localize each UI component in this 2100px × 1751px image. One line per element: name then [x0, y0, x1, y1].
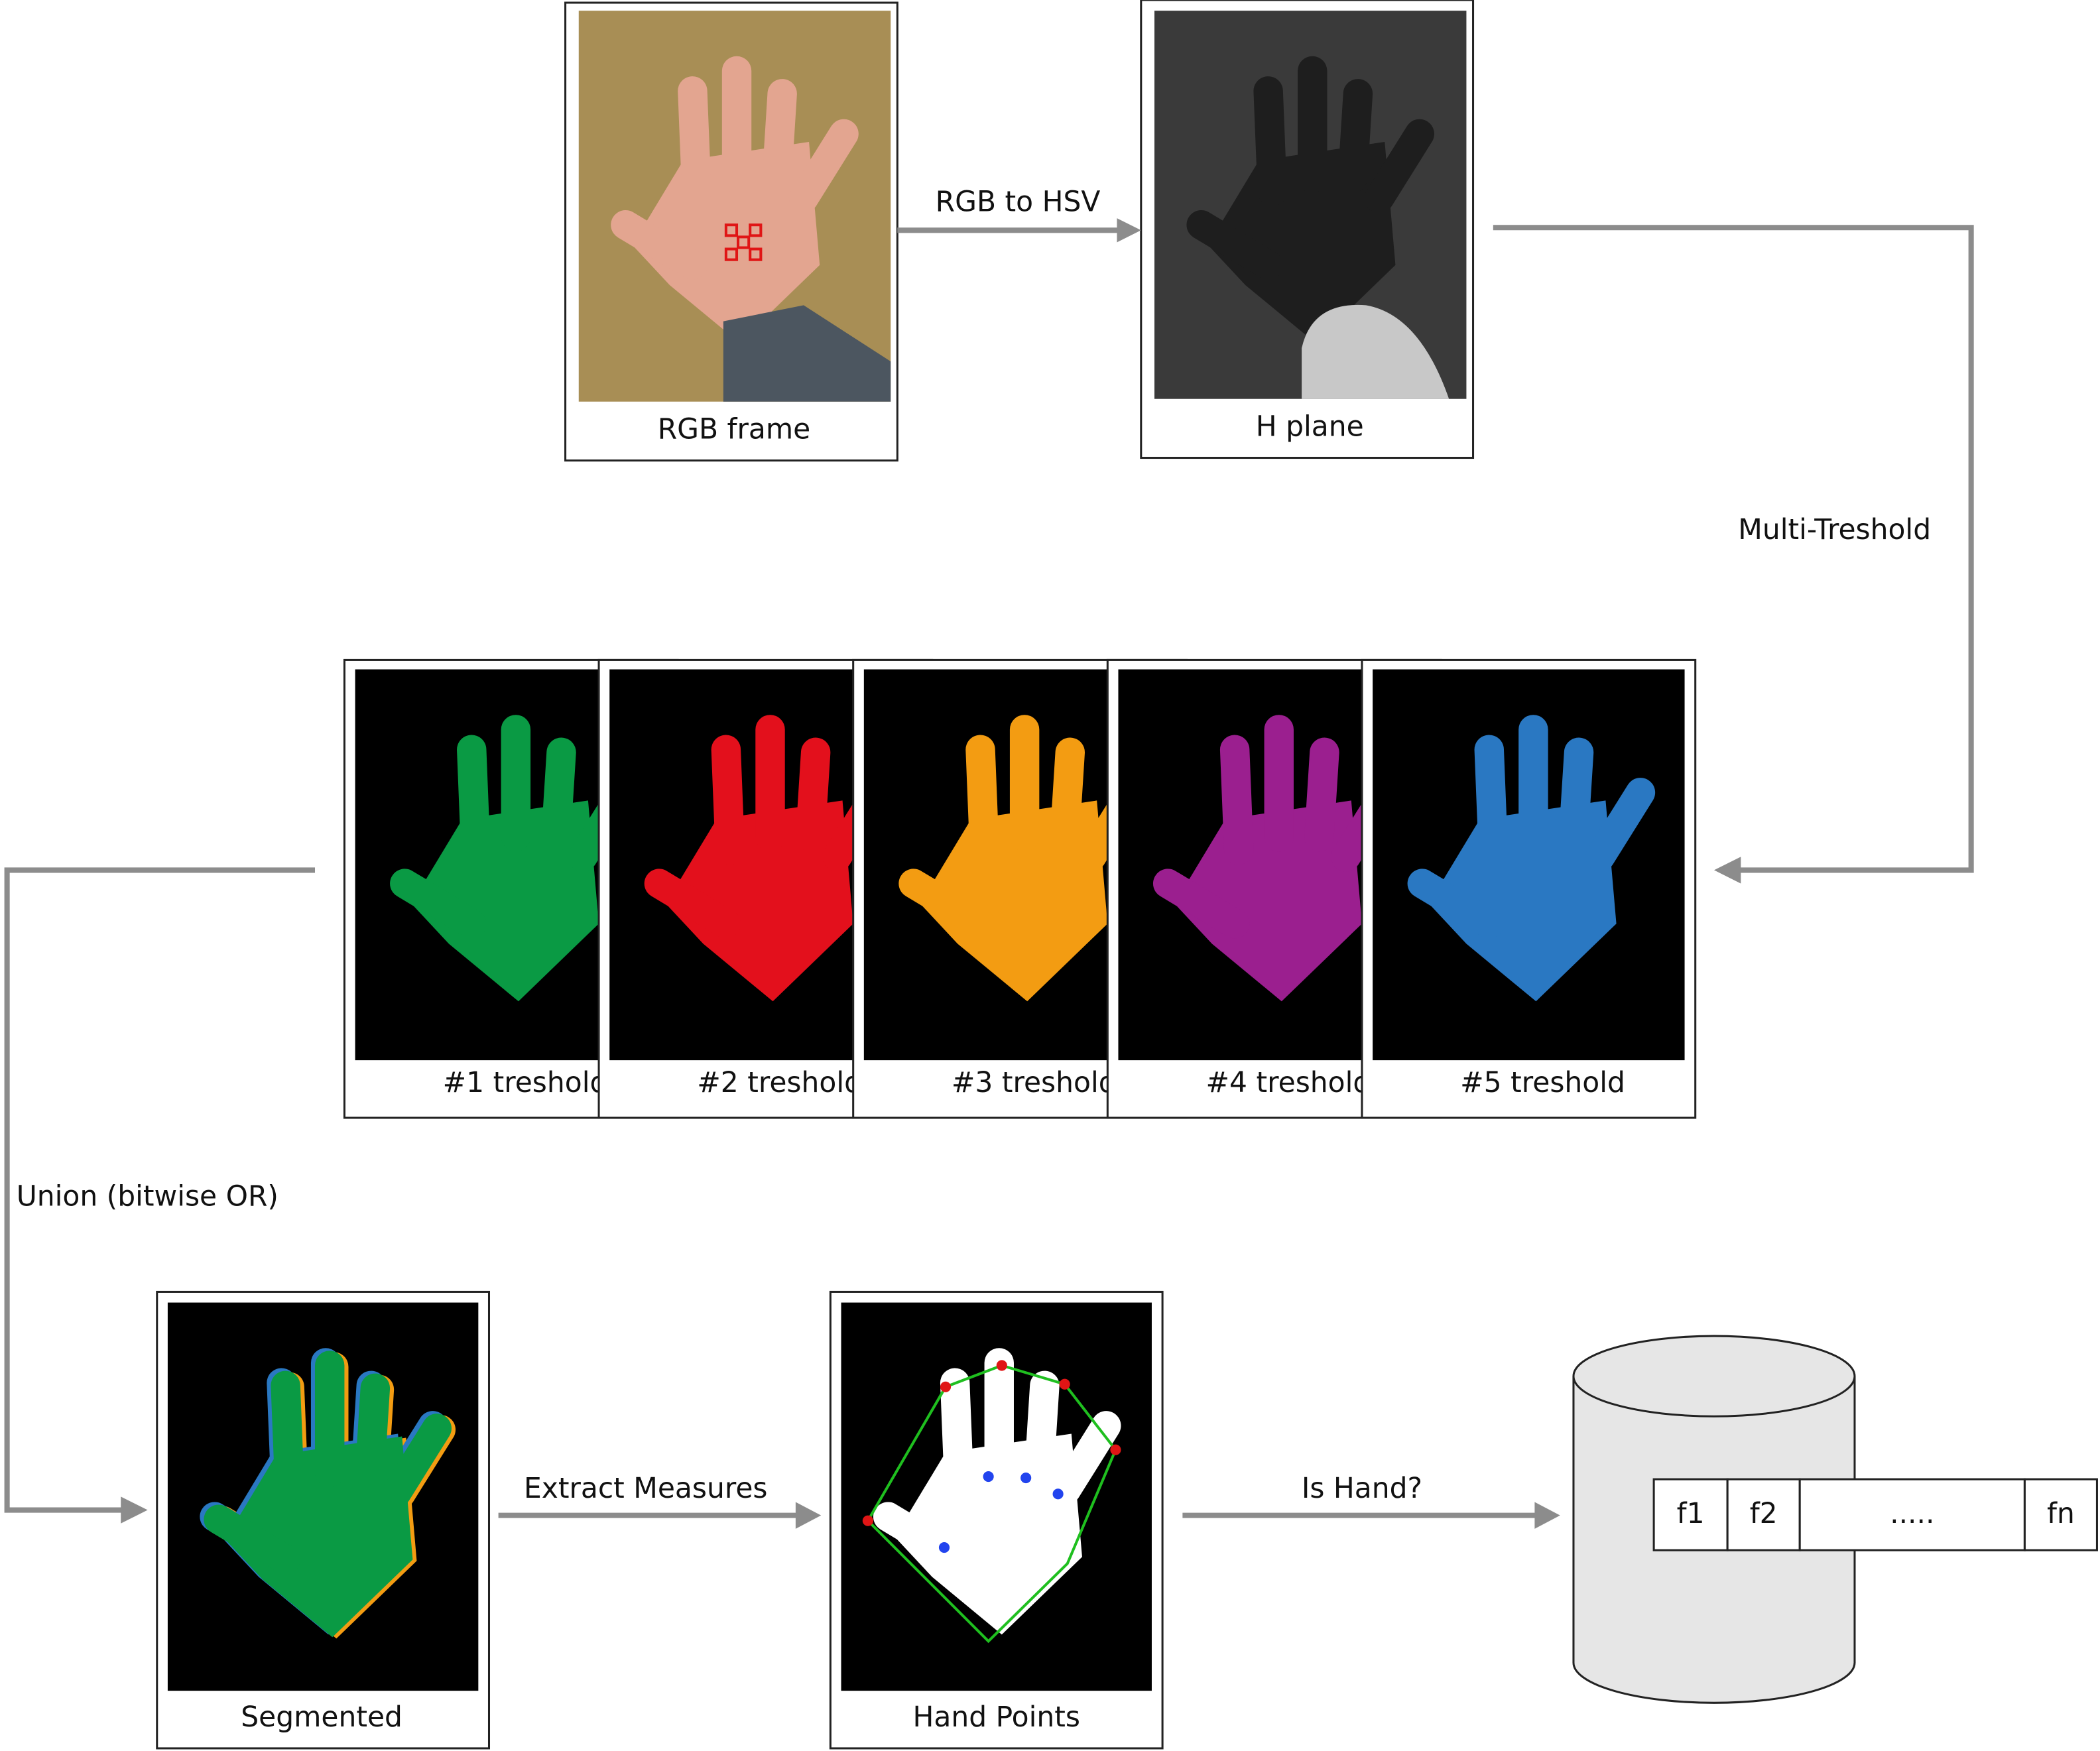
field-label: ..... [1890, 1497, 1934, 1530]
field-cell [1726, 1478, 1801, 1551]
edge-label: Union (bitwise OR) [17, 1180, 278, 1213]
field-label: f1 [1677, 1497, 1705, 1530]
feature-record: f1 f2..... fn [1652, 1478, 2098, 1551]
edge-label: Extract Measures [524, 1472, 768, 1504]
arrowhead [1534, 1502, 1560, 1529]
arrow [4, 867, 316, 1513]
edge-label: Is Hand? [1302, 1472, 1422, 1504]
arrow [1493, 225, 1974, 873]
frame-label: Segmented [241, 1701, 402, 1733]
edge-label: RGB to HSV [936, 185, 1101, 217]
cylinder-top [1572, 1335, 1856, 1418]
frame-label: Hand Points [913, 1701, 1080, 1733]
threshold-frames: #1 treshold #2 treshold #3 treshold #4 tres… [343, 658, 1697, 1119]
arrowhead [1713, 857, 1741, 884]
frame-label: #4 treshold [1206, 1066, 1371, 1099]
field-cell [1652, 1478, 1729, 1551]
valleys [938, 1471, 1064, 1553]
wrist [1302, 304, 1450, 399]
arrowhead [795, 1502, 822, 1529]
frame-label: #1 treshold [443, 1066, 608, 1099]
field-cell [2023, 1478, 2098, 1551]
frame-label: RGB frame [658, 413, 811, 446]
frame-label: H plane [1256, 410, 1364, 443]
fingertips [862, 1360, 1121, 1526]
convex-hull [866, 1364, 1117, 1644]
marker [724, 223, 763, 261]
frame-label: #5 treshold [1460, 1066, 1625, 1099]
field-label: fn [2047, 1497, 2075, 1530]
edge-label: Multi-Treshold [1738, 513, 1931, 546]
arrowhead [121, 1496, 148, 1524]
frame-label: #3 treshold [952, 1066, 1117, 1099]
arrowhead [1117, 218, 1141, 243]
sleeve [723, 305, 891, 402]
frame-label: #2 treshold [697, 1066, 862, 1099]
field-label: f2 [1750, 1497, 1778, 1530]
